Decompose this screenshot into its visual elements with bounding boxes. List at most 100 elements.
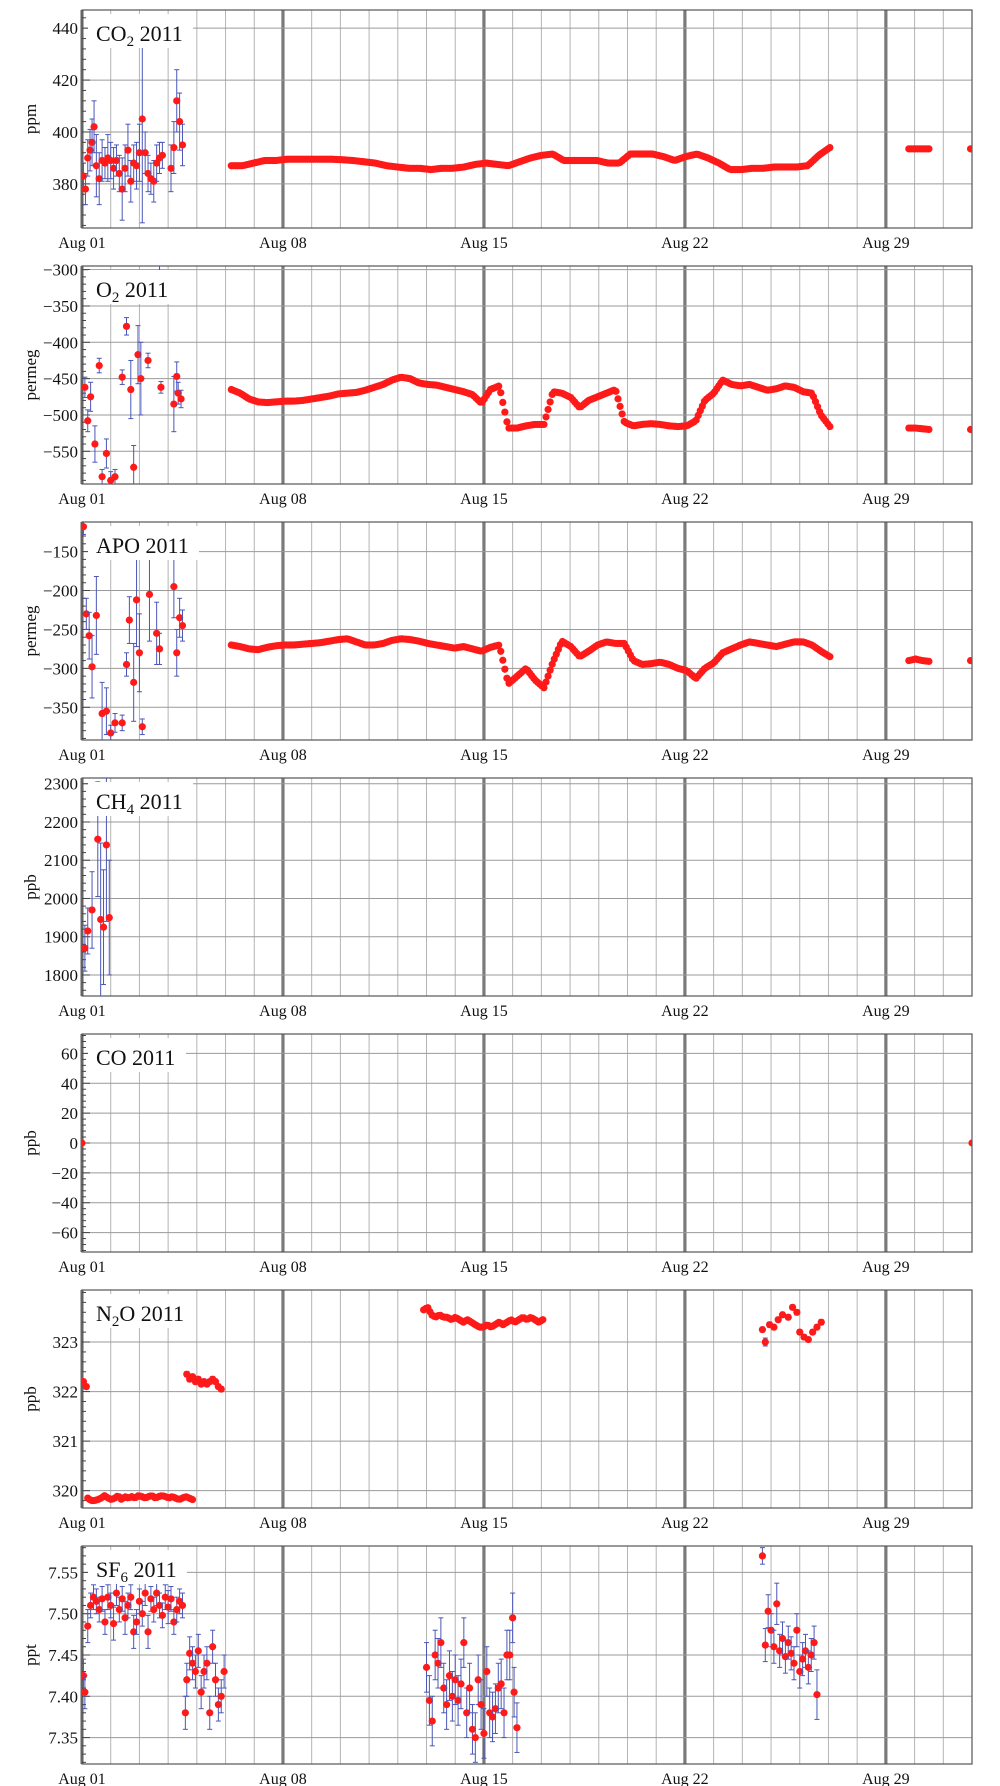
x-tick-label: Aug 08 [259,1259,307,1276]
data-point [101,1618,109,1626]
data-point [173,649,181,657]
data-point [790,1659,798,1667]
y-tick-label: −250 [43,620,78,639]
data-point [85,632,93,640]
data-point [167,1595,175,1603]
data-point [134,351,142,359]
y-tick-label: 2200 [44,813,78,832]
chart-panel: 1800 1900 2000 2100 2200 2300 Aug 01 Aug 08 Aug … [21,775,973,1020]
data-point [211,1676,220,1684]
x-tick-label: Aug 08 [259,1003,307,1020]
data-point [826,143,834,152]
data-point [95,361,103,370]
data-point [138,1610,146,1618]
y-tick-label: 320 [53,1482,79,1501]
x-tick-label: Aug 22 [661,747,709,764]
data-point [82,1688,89,1696]
plot-frame [81,265,973,485]
data-point [173,1605,181,1614]
data-point [112,1589,121,1597]
data-point [217,1692,225,1700]
data-layer [82,778,113,996]
data-point [206,1709,214,1717]
data-point [495,382,503,390]
data-point [141,149,149,157]
data-point [88,906,96,914]
data-point [448,1692,456,1700]
data-point [92,162,100,170]
data-point [186,1649,194,1657]
data-point [774,1316,782,1324]
data-point [799,1655,807,1663]
x-tick-label: Aug 22 [661,1003,709,1020]
data-point [155,645,164,653]
data-point [197,1688,205,1696]
data-point [176,117,184,126]
y-tick-label: 7.55 [48,1563,78,1582]
data-point [107,156,115,165]
data-point [82,944,89,952]
y-tick-label: 20 [61,1104,78,1123]
data-point [178,141,187,149]
data-point [826,653,834,661]
data-point [107,729,115,737]
chart-panel: 7.35 7.40 7.45 7.50 7.55 Aug 01 Aug 08 Aug 15 Au… [21,1545,973,1786]
data-point [87,1601,95,1610]
y-tick-label: 322 [53,1383,79,1402]
data-point [97,915,105,924]
data-point [82,523,88,531]
data-point [121,1614,129,1622]
data-point [164,1603,172,1611]
y-tick-label: 7.50 [48,1605,78,1624]
x-tick-label: Aug 29 [862,747,910,764]
data-point [170,400,178,408]
data-point [451,1676,459,1684]
data-point [167,164,175,172]
data-point [91,440,99,448]
data-point [132,1618,141,1626]
data-point [82,1383,90,1391]
data-point [177,395,185,403]
data-point [217,1385,225,1393]
y-tick-label: 40 [61,1074,78,1093]
data-point [500,1709,508,1717]
x-tick-label: Aug 08 [259,235,307,252]
data-point [968,1139,972,1147]
data-point [127,177,135,185]
data-point [491,1705,500,1713]
data-point [220,1667,228,1676]
y-tick-label: 323 [53,1333,79,1352]
data-point [104,1593,112,1601]
data-point [817,1318,825,1326]
data-point [127,385,135,394]
data-point [118,373,126,381]
data-point [813,1691,821,1699]
data-point [170,1618,178,1626]
data-point [150,1605,158,1614]
data-point [804,1335,812,1344]
data-point [612,387,620,395]
data-point [153,1589,161,1597]
chart-panel: −60 −40 −20 0 20 40 60 Aug 01 Aug 08 Aug 15 Aug 22… [21,1033,973,1276]
data-point [477,1700,485,1709]
data-point [503,418,511,426]
data-point [501,408,509,416]
data-layer [82,1547,821,1763]
plot-frame [81,1289,973,1509]
data-point [115,169,123,178]
title-background [88,1038,186,1072]
data-point [99,923,108,931]
data-point [183,1676,191,1684]
data-layer [82,266,972,484]
data-point [499,656,507,664]
data-point [98,473,106,481]
data-point [111,719,119,727]
data-point [784,1639,792,1647]
data-point [174,389,182,397]
data-point [454,1696,462,1705]
x-tick-label: Aug 22 [661,1515,709,1532]
data-point [125,616,133,624]
data-point [118,185,126,193]
data-point [778,1311,787,1319]
chart-title: O2 2011 [96,277,168,306]
